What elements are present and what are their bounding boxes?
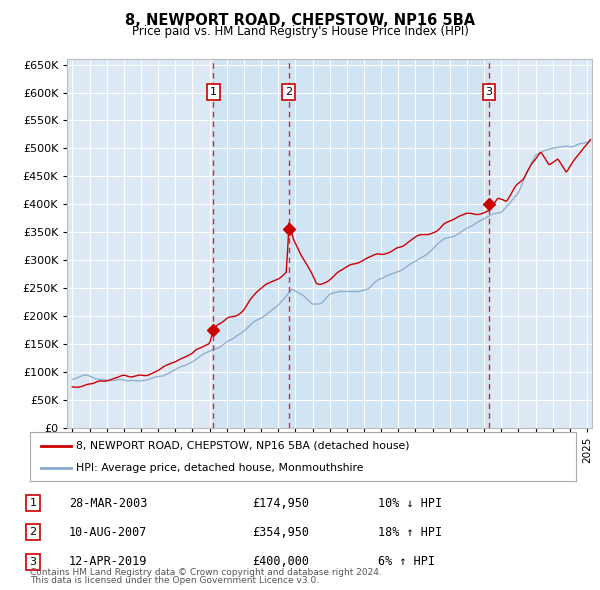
Text: 18% ↑ HPI: 18% ↑ HPI	[378, 526, 442, 539]
Bar	[214, 59, 289, 428]
Text: 10% ↓ HPI: 10% ↓ HPI	[378, 497, 442, 510]
Text: Price paid vs. HM Land Registry's House Price Index (HPI): Price paid vs. HM Land Registry's House …	[131, 25, 469, 38]
Text: £400,000: £400,000	[252, 555, 309, 568]
Text: £354,950: £354,950	[252, 526, 309, 539]
Text: 3: 3	[29, 557, 37, 566]
Bar	[289, 59, 489, 428]
Text: 8, NEWPORT ROAD, CHEPSTOW, NP16 5BA: 8, NEWPORT ROAD, CHEPSTOW, NP16 5BA	[125, 13, 475, 28]
Text: 6% ↑ HPI: 6% ↑ HPI	[378, 555, 435, 568]
Text: 8, NEWPORT ROAD, CHEPSTOW, NP16 5BA (detached house): 8, NEWPORT ROAD, CHEPSTOW, NP16 5BA (det…	[76, 441, 410, 451]
Text: 2: 2	[285, 87, 292, 97]
Text: 1: 1	[29, 499, 37, 508]
Text: This data is licensed under the Open Government Licence v3.0.: This data is licensed under the Open Gov…	[30, 576, 319, 585]
Text: 2: 2	[29, 527, 37, 537]
Text: £174,950: £174,950	[252, 497, 309, 510]
Text: 12-APR-2019: 12-APR-2019	[69, 555, 148, 568]
Text: 28-MAR-2003: 28-MAR-2003	[69, 497, 148, 510]
Text: 1: 1	[210, 87, 217, 97]
Text: HPI: Average price, detached house, Monmouthshire: HPI: Average price, detached house, Monm…	[76, 463, 364, 473]
Text: Contains HM Land Registry data © Crown copyright and database right 2024.: Contains HM Land Registry data © Crown c…	[30, 568, 382, 577]
Text: 3: 3	[485, 87, 493, 97]
Text: 10-AUG-2007: 10-AUG-2007	[69, 526, 148, 539]
